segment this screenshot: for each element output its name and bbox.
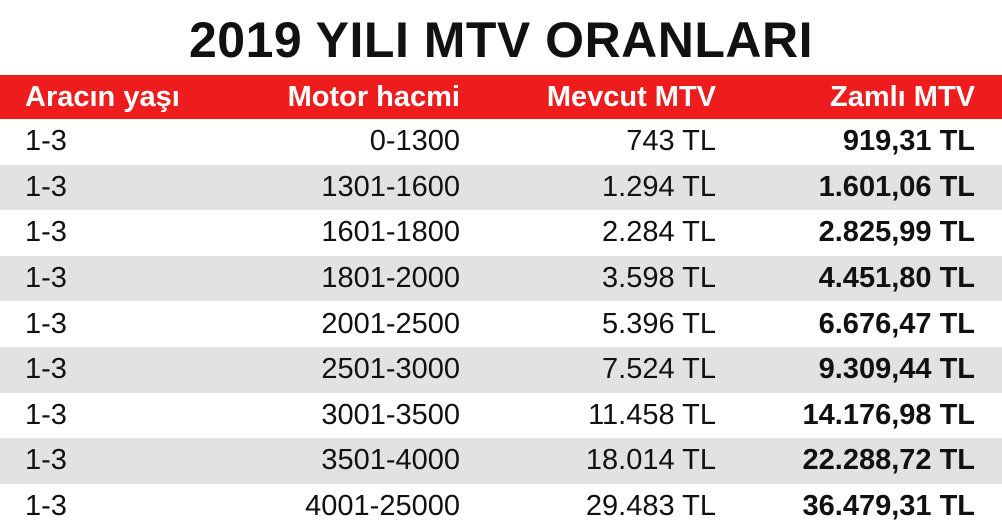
table-cell: 2.825,99 TL xyxy=(818,216,975,249)
table-cell: 1-3 xyxy=(25,444,67,477)
table-cell: 22.288,72 TL xyxy=(802,444,976,477)
table-row: 1-3 3501-4000 18.014 TL 22.288,72 TL xyxy=(0,438,1002,484)
table-row: 1-3 2001-2500 5.396 TL 6.676,47 TL xyxy=(0,301,1002,347)
table-cell: 9.309,44 TL xyxy=(818,353,975,386)
header-row: Aracın yaşı Motor hacmi Mevcut MTV Zamlı MT… xyxy=(0,75,1002,119)
table-cell: 4.451,80 TL xyxy=(818,262,975,295)
title: 2019 YILI MTV ORANLARI xyxy=(188,12,814,68)
table-cell: 14.176,98 TL xyxy=(802,398,976,431)
table-cell: 5.396 TL xyxy=(602,307,716,340)
header-cell: Zamlı MTV xyxy=(829,80,975,113)
table-row: 1-3 2501-3000 7.524 TL 9.309,44 TL xyxy=(0,346,1002,393)
table-cell: 743 TL xyxy=(626,125,716,158)
table-cell: 0-1300 xyxy=(369,125,460,158)
header-cell: Mevcut MTV xyxy=(546,80,716,113)
table-row: 1-3 1601-1800 2.284 TL 2.825,99 TL xyxy=(0,210,1002,256)
table-cell: 1-3 xyxy=(25,307,67,340)
table-row: 1-3 1301-1600 1.294 TL 1.601,06 TL xyxy=(0,164,1002,211)
table-cell: 2.284 TL xyxy=(602,216,716,249)
table-row: 1-3 3001-3500 11.458 TL 14.176,98 TL xyxy=(0,393,1002,439)
table-cell: 919,31 TL xyxy=(842,125,975,158)
table-cell: 4001-25000 xyxy=(305,490,460,523)
header-cell: Aracın yaşı xyxy=(25,80,180,113)
table-cell: 1-3 xyxy=(25,353,67,386)
table-cell: 1301-1600 xyxy=(321,170,460,203)
table-cell: 1.601,06 TL xyxy=(818,170,975,203)
table-cell: 1801-2000 xyxy=(321,262,460,295)
table-cell: 18.014 TL xyxy=(585,444,716,477)
table-cell: 2501-3000 xyxy=(321,353,460,386)
table-cell: 1-3 xyxy=(25,125,67,158)
table-row: 1-3 4001-25000 29.483 TL 36.479,31 TL xyxy=(0,484,1002,530)
table: Aracın yaşı Motor hacmi Mevcut MTV Zamlı MT… xyxy=(0,75,1002,529)
table-cell: 3.598 TL xyxy=(602,262,716,295)
table-cell: 1601-1800 xyxy=(321,216,460,249)
table-cell: 29.483 TL xyxy=(585,490,716,523)
table-cell: 1-3 xyxy=(25,170,67,203)
table-cell: 1.294 TL xyxy=(602,170,716,203)
table-cell: 3501-4000 xyxy=(321,444,460,477)
table-cell: 1-3 xyxy=(25,398,67,431)
table-cell: 1-3 xyxy=(25,490,67,523)
table-cell: 6.676,47 TL xyxy=(818,307,975,340)
table-cell: 3001-3500 xyxy=(321,398,460,431)
table-cell: 11.458 TL xyxy=(588,398,716,431)
table-row: 1-3 0-1300 743 TL 919,31 TL xyxy=(0,119,1002,165)
table-cell: 7.524 TL xyxy=(602,353,716,386)
table-cell: 1-3 xyxy=(25,216,67,249)
table-row: 1-3 1801-2000 3.598 TL 4.451,80 TL xyxy=(0,255,1002,302)
table-cell: 2001-2500 xyxy=(321,307,460,340)
header-cell: Motor hacmi xyxy=(287,80,460,113)
table-cell: 36.479,31 TL xyxy=(802,490,976,523)
table-cell: 1-3 xyxy=(25,262,67,295)
